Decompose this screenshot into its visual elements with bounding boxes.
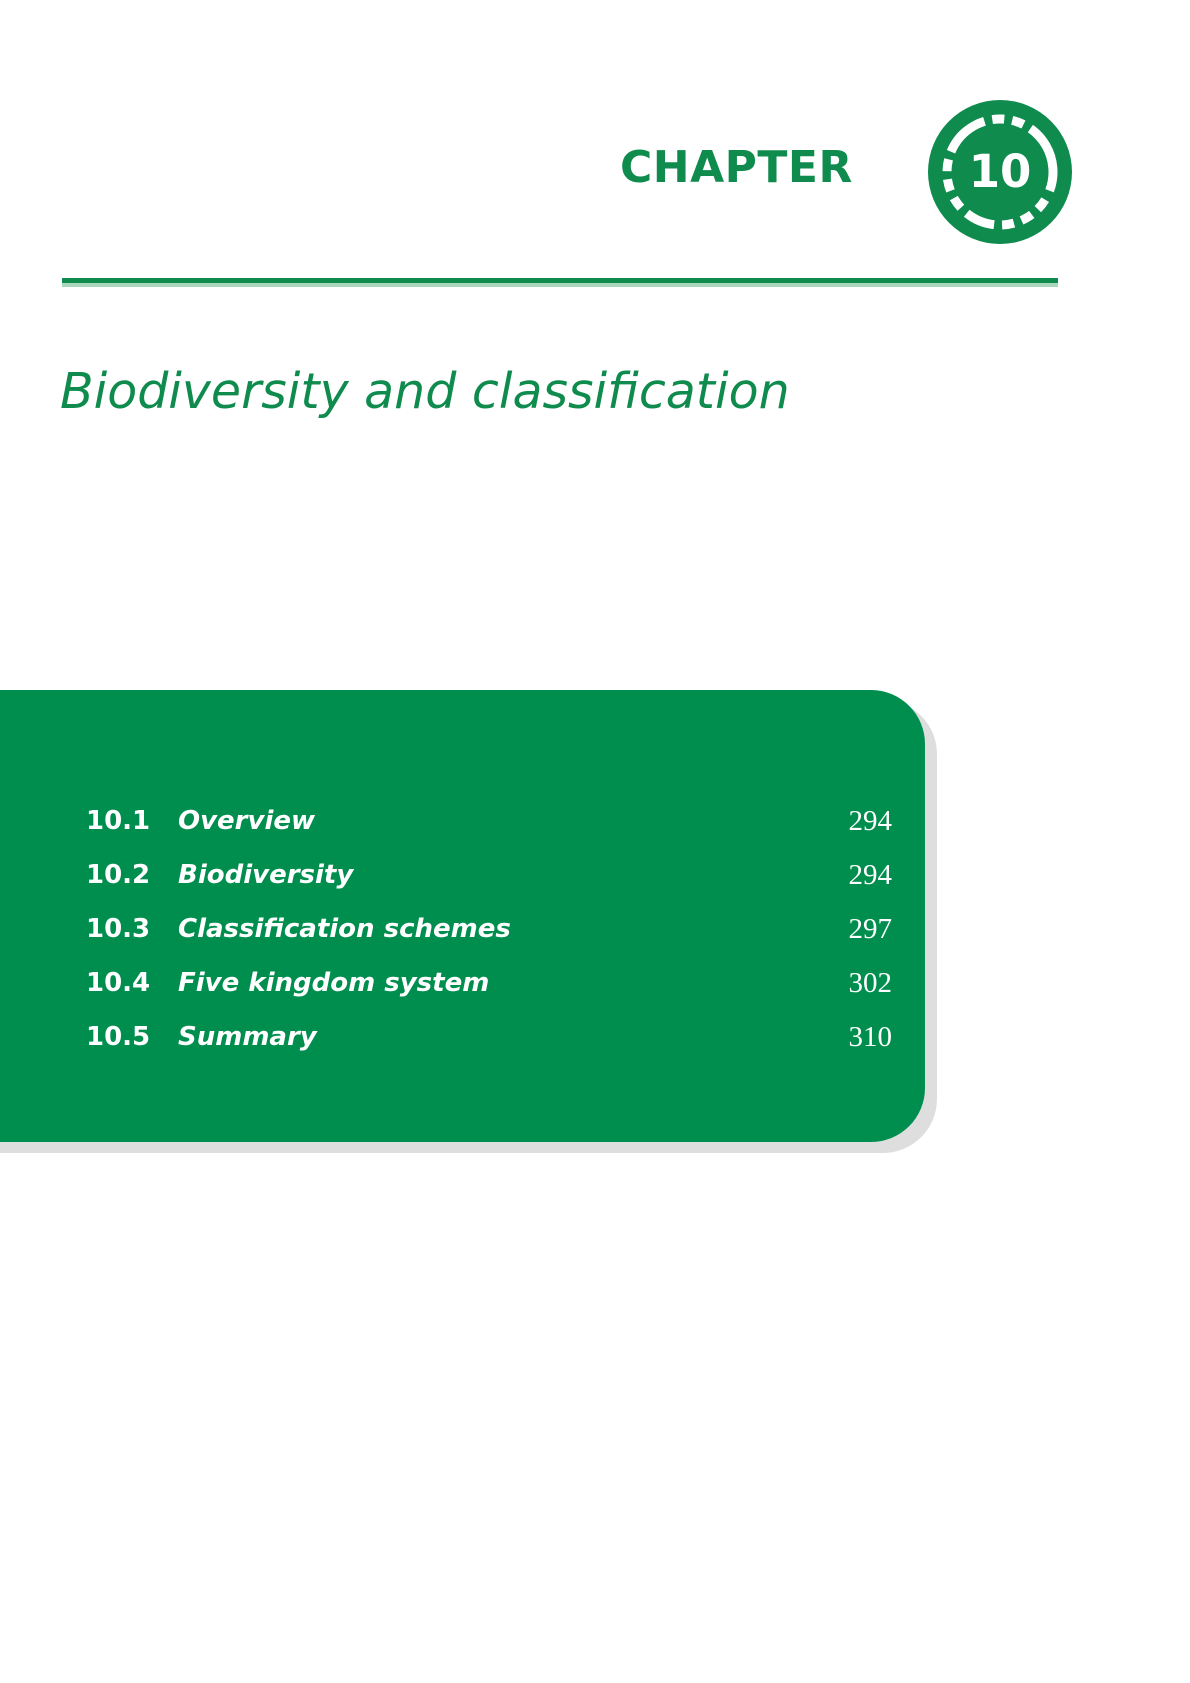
chapter-number-badge: 10 — [928, 100, 1072, 244]
toc-item-label: Overview — [178, 806, 316, 836]
toc-item-overview[interactable]: 10.1 Overview 294 — [86, 801, 892, 841]
header-rule — [62, 278, 1058, 283]
toc-item-summary[interactable]: 10.5 Summary 310 — [86, 1017, 892, 1057]
chapter-number: 10 — [968, 145, 1032, 198]
header-rule-shadow — [62, 283, 1058, 287]
toc-item-classification-schemes[interactable]: 10.3 Classification schemes 297 — [86, 909, 892, 949]
toc-item-label: Biodiversity — [178, 860, 354, 890]
toc-item-five-kingdom-system[interactable]: 10.4 Five kingdom system 302 — [86, 963, 892, 1003]
toc-item-biodiversity[interactable]: 10.2 Biodiversity 294 — [86, 855, 892, 895]
toc-item-number: 10.4 — [86, 968, 151, 998]
toc-item-number: 10.5 — [86, 1022, 151, 1052]
toc-item-page: 310 — [848, 1021, 893, 1053]
dashed-ring-icon — [928, 100, 1072, 244]
toc-item-number: 10.2 — [86, 860, 151, 890]
toc-item-page: 297 — [848, 913, 893, 945]
toc-item-page: 294 — [848, 805, 893, 837]
toc-item-label: Five kingdom system — [178, 968, 490, 998]
toc-item-number: 10.1 — [86, 806, 151, 836]
toc-item-page: 302 — [848, 967, 893, 999]
toc-panel: 10.1 Overview 294 10.2 Biodiversity 294 … — [0, 690, 925, 1142]
chapter-label: CHAPTER — [620, 142, 853, 193]
toc-item-label: Classification schemes — [178, 914, 511, 944]
toc-item-label: Summary — [178, 1022, 317, 1052]
toc-item-number: 10.3 — [86, 914, 151, 944]
toc-item-page: 294 — [848, 859, 893, 891]
chapter-title: Biodiversity and classification — [60, 363, 790, 420]
